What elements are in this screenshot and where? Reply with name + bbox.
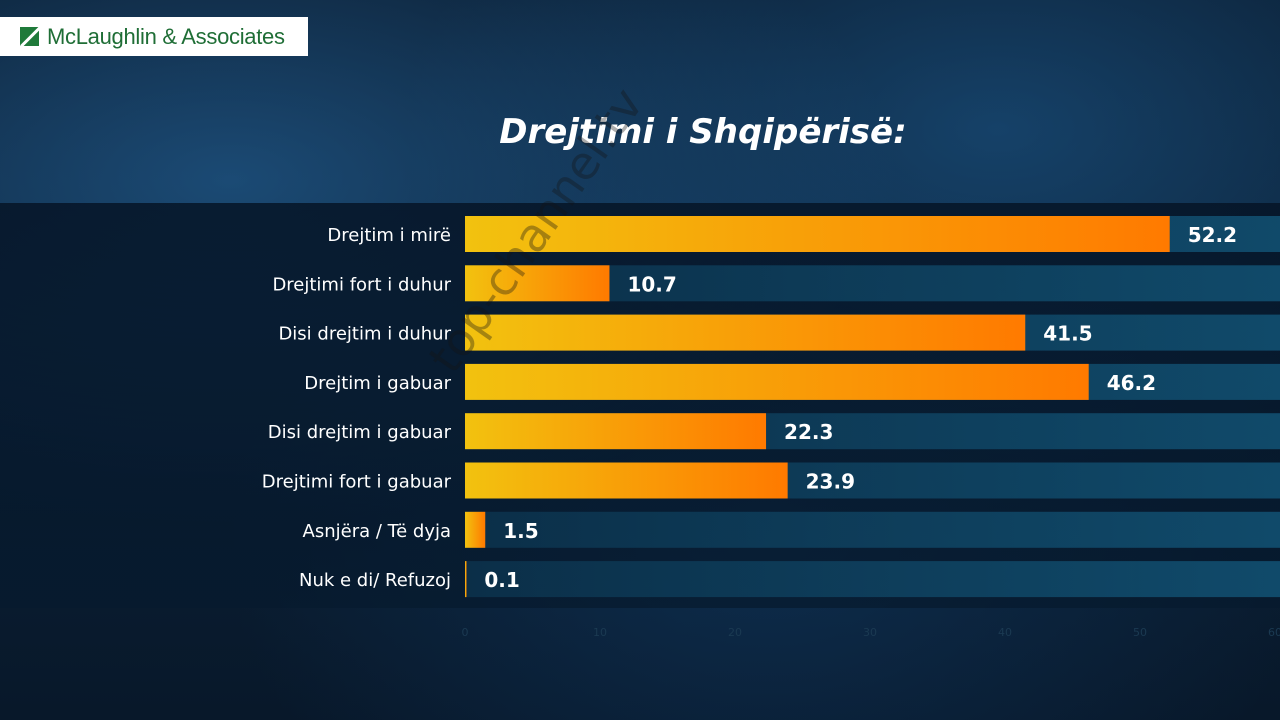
data-label: 52.2 [1188,223,1237,247]
bar [465,216,1170,252]
data-label: 46.2 [1107,371,1156,395]
bars-group: Drejtim i mirë 52.2 Drejtimi fort i duhur 1… [262,216,1280,598]
logo-text: McLaughlin & Associates [47,23,285,49]
bar [465,363,1089,400]
x-tick-label: 10 [593,626,607,639]
category-label: Asnjëra / Të dyja [303,521,451,542]
bar [465,413,767,450]
bar [465,561,467,598]
logo-mark-icon [20,27,39,46]
category-label: Nuk e di/ Refuzoj [299,570,451,591]
bar [465,314,1026,351]
bar-track [465,511,1280,548]
x-tick-label: 40 [998,626,1012,639]
data-label: 23.9 [806,470,855,494]
category-label: Disi drejtim i gabuar [268,422,452,443]
x-tick-label: 30 [863,626,877,639]
bar [465,462,788,499]
bar [465,265,610,302]
bar [465,511,486,548]
logo: McLaughlin & Associates [0,17,308,56]
category-label: Drejtim i mirë [327,225,451,246]
data-label: 1.5 [503,519,538,543]
x-tick-label: 50 [1133,626,1147,639]
data-label: 22.3 [784,420,833,444]
category-label: Disi drejtim i duhur [278,324,451,345]
x-tick-label: 0 [462,626,469,639]
category-label: Drejtimi fort i gabuar [262,472,452,493]
chart-title: Drejtimi i Shqipërisë: [499,112,907,152]
data-label: 10.7 [627,272,676,296]
x-tick-label: 20 [728,626,742,639]
data-label: 41.5 [1043,322,1092,346]
x-axis-ticks: 0 10 20 30 40 50 60 [462,626,1280,639]
data-label: 0.1 [484,568,519,592]
category-label: Drejtim i gabuar [304,373,451,394]
x-tick-label: 60 [1268,626,1280,639]
category-label: Drejtimi fort i duhur [272,274,451,295]
bar-track [465,561,1280,598]
